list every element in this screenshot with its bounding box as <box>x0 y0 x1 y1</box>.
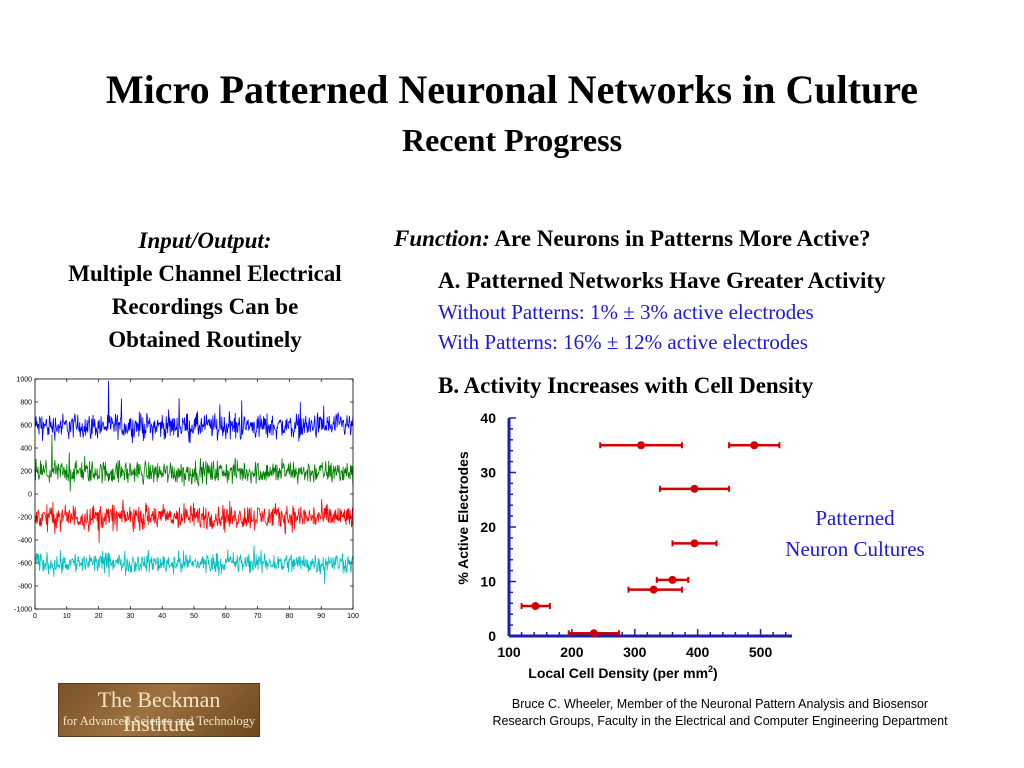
function-question: Function: Are Neurons in Patterns More A… <box>394 224 1014 254</box>
scatter-marker <box>531 602 540 611</box>
recording-y-tick-label: 1000 <box>16 377 32 384</box>
scatter-y-tick-label: 20 <box>480 519 496 535</box>
scatter-y-axis-label: % Active Electrodes <box>455 451 471 585</box>
scatter-marker <box>649 585 658 594</box>
author-credit: Bruce C. Wheeler, Member of the Neuronal… <box>440 696 1000 730</box>
input-output-line-2: Recordings Can be <box>111 294 299 319</box>
beckman-institute-logo: The Beckman Institute for Advanced Scien… <box>58 683 260 737</box>
without-patterns-stat: Without Patterns: 1% ± 3% active electro… <box>438 300 814 324</box>
scatter-y-tick-label: 10 <box>480 574 496 590</box>
recording-x-tick-label: 70 <box>254 613 262 620</box>
scatter-marker <box>589 629 598 638</box>
logo-line-2: for Advanced Science and Technology <box>62 714 256 728</box>
scatter-data-point <box>627 585 683 594</box>
input-output-heading: Input/Output: <box>138 228 272 253</box>
scatter-y-tick-label: 0 <box>488 628 496 644</box>
recording-x-tick-label: 80 <box>286 613 294 620</box>
scatter-x-axis-label: Local Cell Density (per mm2) <box>528 664 717 681</box>
scatter-axes: 0 10 20 30 40 100 200 300 400 500 <box>480 410 792 660</box>
scatter-data-point <box>671 539 718 548</box>
recording-plot-frame <box>34 378 354 610</box>
section-a-heading: A. Patterned Networks Have Greater Activ… <box>438 268 886 293</box>
section-b-heading: B. Activity Increases with Cell Density <box>438 373 814 398</box>
scatter-data-point <box>567 629 621 638</box>
scatter-data-point <box>655 575 690 584</box>
recording-x-tick-label: 40 <box>158 613 166 620</box>
activity-density-scatter-chart: 0 10 20 30 40 100 200 300 400 500 % Active Electr… <box>455 410 792 681</box>
annotation-line-2: Neuron Cultures <box>785 537 925 561</box>
recording-traces <box>34 380 354 584</box>
recording-x-tick-label: 90 <box>317 613 325 620</box>
trace-red <box>34 499 354 543</box>
with-patterns-stat: With Patterns: 16% ± 12% active electrod… <box>438 330 808 354</box>
recording-y-tick-label: -800 <box>18 584 32 591</box>
trace-green <box>34 434 354 492</box>
credit-line-1: Bruce C. Wheeler, Member of the Neuronal… <box>511 697 929 711</box>
trace-cyan <box>34 545 354 584</box>
scatter-x-tick-label: 400 <box>686 644 710 660</box>
scatter-data-point <box>520 602 551 611</box>
recording-x-tick-label: 20 <box>95 613 103 620</box>
recording-y-tick-label: 400 <box>20 446 32 453</box>
recording-y-tick-label: -1000 <box>14 607 32 614</box>
logo-line-1: The Beckman Institute <box>97 687 221 736</box>
recording-y-tick-label: 0 <box>28 492 32 499</box>
input-output-line-1: Multiple Channel Electrical <box>68 261 342 286</box>
recording-x-tick-label: 50 <box>190 613 198 620</box>
recording-x-tick-label: 0 <box>33 613 37 620</box>
scatter-marker <box>690 539 699 548</box>
credit-line-2: Research Groups, Faculty in the Electric… <box>492 714 948 728</box>
scatter-x-tick-label: 100 <box>497 644 521 660</box>
scatter-marker <box>668 575 677 584</box>
slide-subtitle: Recent Progress <box>401 122 623 158</box>
recording-y-tick-label: -400 <box>18 538 32 545</box>
recording-y-tick-label: 800 <box>20 400 32 407</box>
input-output-block: Input/Output: Multiple Channel Electrica… <box>22 224 388 356</box>
recording-y-tick-label: 200 <box>20 469 32 476</box>
scatter-data-point <box>658 484 731 493</box>
recording-x-tick-label: 60 <box>222 613 230 620</box>
recording-x-tick-label: 30 <box>127 613 135 620</box>
scatter-x-label-sup: 2 <box>708 664 713 674</box>
recording-y-tick-label: 600 <box>20 423 32 430</box>
slide-title: Micro Patterned Neuronal Networks in Cul… <box>105 67 919 112</box>
recording-y-tick-label: -600 <box>18 561 32 568</box>
recording-y-tick-label: -200 <box>18 515 32 522</box>
annotation-line-1: Patterned <box>815 506 895 530</box>
trace-blue <box>34 380 354 444</box>
scatter-data-point <box>599 441 683 450</box>
recording-x-tick-label: 10 <box>63 613 71 620</box>
scatter-marker <box>750 441 759 450</box>
patterned-cultures-annotation: Patterned Neuron Cultures <box>752 503 958 565</box>
scatter-x-label-end: ) <box>713 665 718 681</box>
scatter-y-tick-label: 30 <box>480 465 496 481</box>
function-text: Are Neurons in Patterns More Active? <box>489 226 871 251</box>
scatter-marker <box>637 441 646 450</box>
scatter-y-tick-label: 40 <box>480 410 496 426</box>
scatter-data-point <box>728 441 781 450</box>
scatter-x-tick-label: 500 <box>749 644 773 660</box>
scatter-x-label-main: Local Cell Density (per mm <box>528 665 708 681</box>
scatter-marker <box>690 484 699 493</box>
input-output-line-3: Obtained Routinely <box>108 327 302 352</box>
scatter-x-tick-label: 200 <box>560 644 584 660</box>
recording-x-tick-label: 100 <box>347 613 359 620</box>
scatter-x-tick-label: 300 <box>623 644 647 660</box>
scatter-points <box>520 441 781 638</box>
function-label: Function: <box>394 226 490 251</box>
